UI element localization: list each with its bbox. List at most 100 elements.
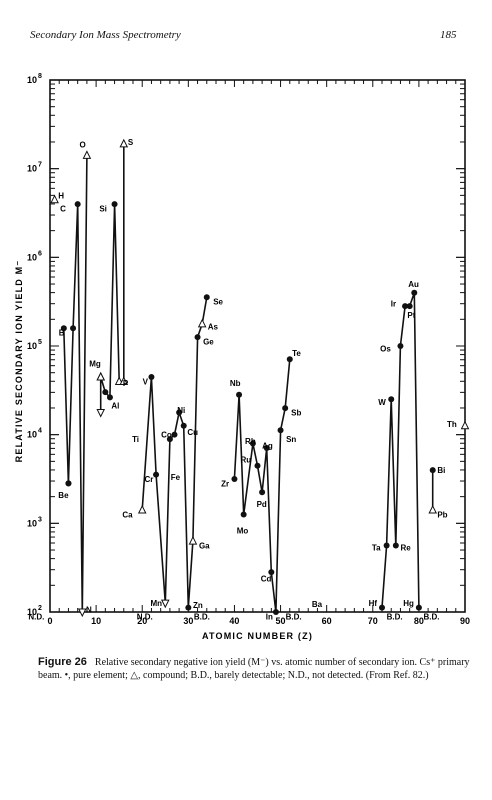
element-label: B (59, 329, 65, 338)
element-label: S (128, 138, 134, 147)
element-label: B.D. (194, 612, 210, 621)
pure-element-marker (277, 427, 284, 434)
element-label: Mo (237, 526, 249, 535)
pure-element-marker (392, 542, 399, 549)
element-label: Cr (145, 475, 154, 484)
element-label: O (80, 141, 86, 150)
pure-element-marker (102, 389, 109, 396)
element-label: Pt (407, 311, 415, 320)
limit-arrow-marker (96, 409, 106, 418)
pure-element-marker (272, 609, 279, 615)
compound-marker (460, 420, 470, 430)
element-label: Nb (230, 379, 241, 388)
element-label: V (143, 377, 149, 386)
pure-element-marker (203, 294, 210, 301)
element-label: Fe (171, 473, 181, 482)
element-label: P (123, 379, 129, 388)
compound-marker (197, 318, 207, 328)
x-tick-label: 50 (276, 616, 286, 626)
series-line-5 (141, 297, 208, 608)
element-label: N (86, 605, 92, 614)
element-label: Ga (199, 542, 210, 551)
element-label: N.D. (137, 612, 153, 621)
element-label: Al (111, 401, 119, 410)
y-tick-label: 10 (27, 518, 37, 528)
element-label: Pd (257, 500, 267, 509)
running-header-title: Secondary Ion Mass Spectrometry (30, 29, 181, 41)
element-label: Zn (193, 601, 203, 610)
compound-marker (119, 138, 129, 148)
pure-element-marker (231, 476, 238, 482)
element-label: H (58, 191, 64, 200)
pure-element-marker (60, 325, 67, 332)
y-tick-exponent: 4 (38, 428, 42, 435)
element-label: Re (400, 543, 411, 552)
pure-element-marker (166, 436, 173, 443)
pure-element-marker (429, 467, 436, 474)
element-label: Hf (369, 599, 378, 608)
x-tick-label: 30 (183, 616, 193, 626)
y-tick-exponent: 7 (38, 162, 42, 169)
limit-arrow-marker (160, 599, 170, 609)
x-tick-label: 10 (91, 616, 101, 626)
element-label: Ta (372, 543, 381, 552)
pure-element-marker (388, 396, 395, 403)
x-tick-label: 80 (414, 616, 424, 626)
element-label: Pb (437, 510, 447, 519)
element-label: Si (99, 205, 107, 214)
compound-marker (119, 376, 129, 385)
pure-element-marker (263, 444, 270, 451)
element-label: Th (447, 420, 457, 429)
x-tick-label: 60 (322, 616, 332, 626)
pure-element-marker (254, 462, 261, 469)
compound-marker (188, 535, 198, 545)
element-label: Zr (221, 479, 229, 488)
y-tick-label: 10 (27, 164, 37, 174)
element-label: In (266, 612, 273, 621)
element-labels: HC O S Si B Be N.D. N Mg P Al V Ti Cr Ca Co Ni Cu Fe Se As Ge… (28, 138, 457, 621)
figure-label: Figure 26 (38, 656, 87, 668)
pure-element-marker (411, 289, 418, 296)
x-tick-label: 20 (137, 616, 147, 626)
element-label: Rh (245, 437, 256, 446)
element-label: Ca (122, 510, 133, 519)
element-label: N.D. (28, 612, 44, 621)
compound-marker (82, 150, 92, 159)
pure-element-marker (240, 511, 247, 518)
y-tick-label: 10 (27, 430, 37, 440)
pure-element-marker (268, 569, 275, 576)
element-label: Be (58, 491, 69, 500)
compound-marker (428, 504, 438, 514)
figure-caption-text: Relative secondary negative ion yield (M… (38, 657, 470, 681)
compound-marker (50, 194, 59, 204)
compound-marker (137, 504, 147, 514)
pure-element-marker (106, 394, 113, 401)
pure-element-marker (74, 201, 81, 208)
element-label: Sn (286, 435, 296, 444)
compound-marker (96, 371, 106, 381)
x-tick-label: 70 (368, 616, 378, 626)
element-label: Ag (262, 441, 273, 450)
element-label: Cd (261, 574, 272, 583)
x-tick-label: 40 (229, 616, 239, 626)
pure-element-marker (194, 334, 201, 341)
element-label: B.D. (387, 612, 403, 621)
pure-element-marker (236, 391, 243, 398)
y-tick-label: 10 (27, 607, 37, 617)
pure-element-marker (70, 325, 77, 332)
pure-element-marker (286, 356, 293, 363)
pure-element-marker (402, 303, 409, 310)
x-tick-labels: 0 10 20 30 40 50 60 70 80 90 (47, 616, 470, 626)
element-label: Mg (89, 360, 101, 369)
pure-element-marker (379, 604, 385, 611)
x-axis-label: ATOMIC NUMBER (Z) (202, 631, 313, 641)
pure-element-marker (397, 343, 404, 349)
x-tick-label: 90 (460, 616, 470, 626)
element-label: Ru (240, 455, 251, 464)
y-tick-exponent: 3 (38, 516, 42, 523)
element-label: Mn (151, 599, 163, 608)
element-label: Ni (177, 406, 185, 415)
pure-element-marker (259, 489, 266, 496)
y-tick-label: 10 (27, 341, 37, 351)
pure-element-marker (180, 422, 187, 429)
